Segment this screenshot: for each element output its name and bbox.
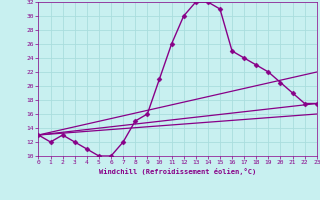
X-axis label: Windchill (Refroidissement éolien,°C): Windchill (Refroidissement éolien,°C) <box>99 168 256 175</box>
